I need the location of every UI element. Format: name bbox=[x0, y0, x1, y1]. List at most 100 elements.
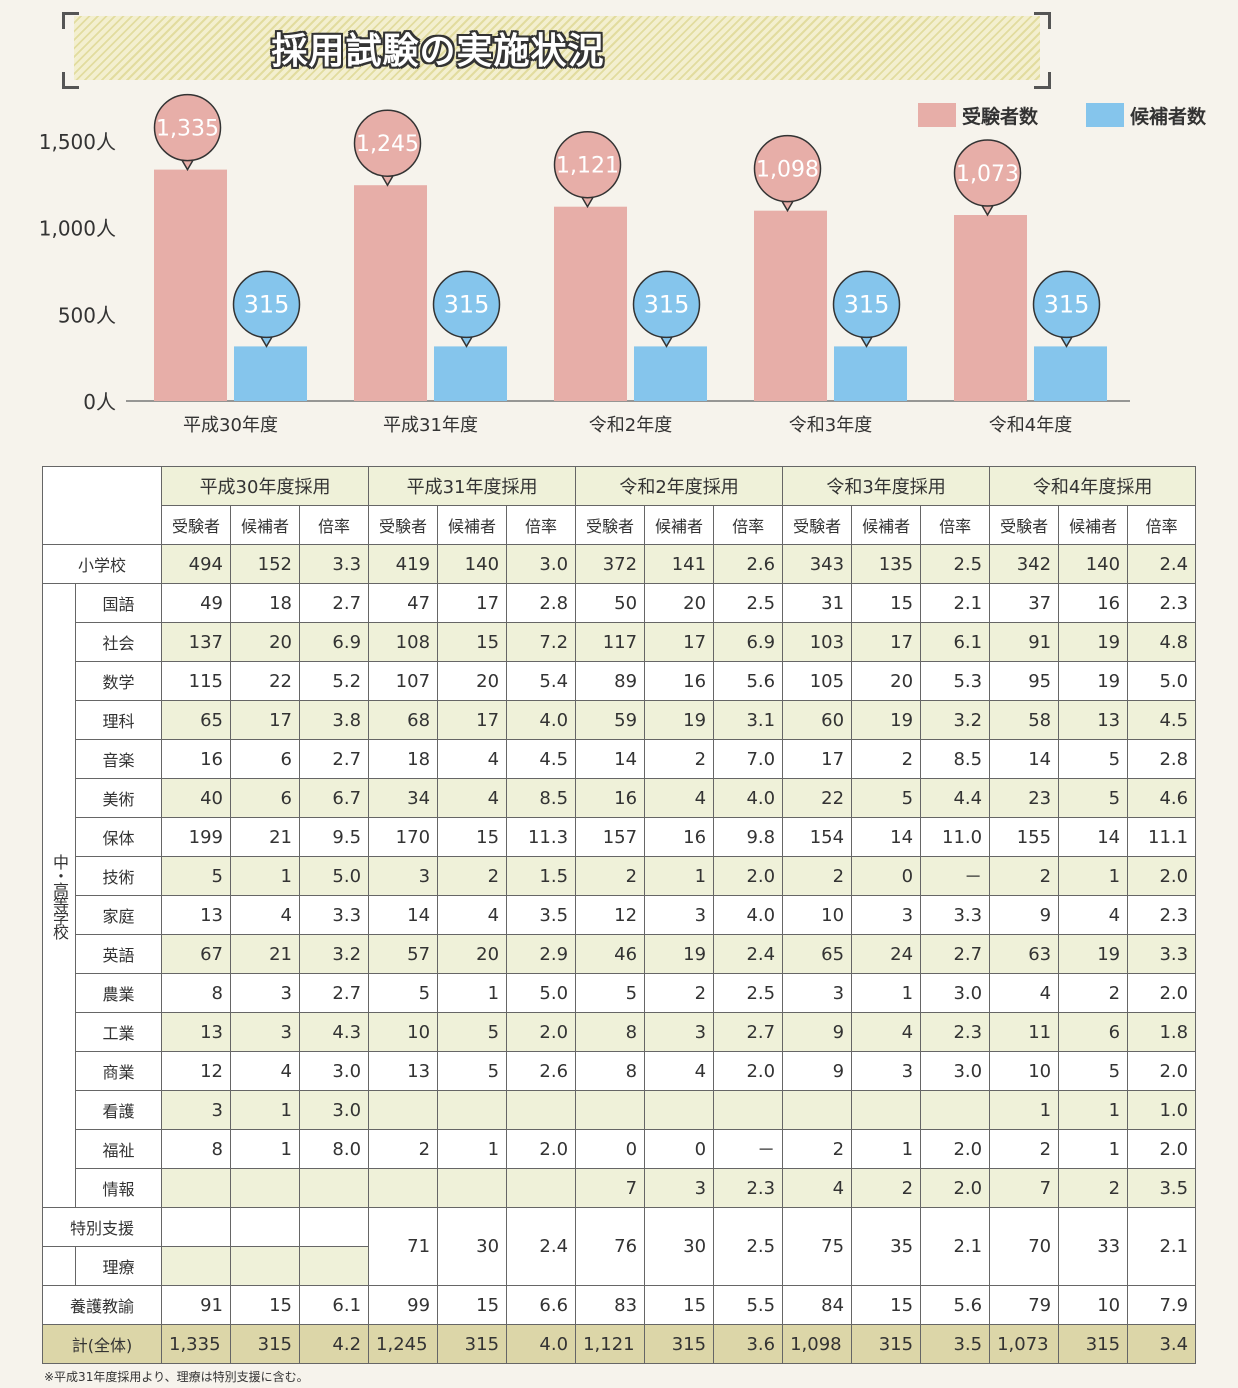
bar-candidates bbox=[634, 346, 707, 401]
table-cell: 2.0 bbox=[506, 1129, 577, 1169]
table-cell: 70 bbox=[989, 1207, 1060, 1286]
table-cell: 8 bbox=[575, 1012, 646, 1052]
header-subcol: 受験者 bbox=[368, 505, 439, 545]
table-cell: 315 bbox=[851, 1324, 922, 1364]
table-cell: 12 bbox=[575, 895, 646, 935]
table-cell: 2.5 bbox=[713, 583, 784, 623]
table-cell: 170 bbox=[368, 817, 439, 857]
table-cell: 6 bbox=[230, 739, 300, 779]
table-cell: 105 bbox=[782, 661, 853, 701]
header-row-years: 平成30年度採用 平成31年度採用 令和2年度採用 令和3年度採用 令和4年度採用 bbox=[42, 466, 1197, 545]
table-cell: 2.6 bbox=[713, 544, 784, 584]
table-cell: 6 bbox=[1058, 1012, 1129, 1052]
table-cell: 108 bbox=[368, 622, 439, 662]
table-cell: 10 bbox=[782, 895, 853, 935]
corner-bracket bbox=[62, 12, 79, 29]
table-cell: 49 bbox=[161, 583, 231, 623]
table-cell: 9.8 bbox=[713, 817, 784, 857]
table-cell: 1 bbox=[437, 1129, 508, 1169]
table-cell bbox=[230, 1246, 300, 1286]
header-corner bbox=[42, 466, 162, 545]
table-cell: 13 bbox=[161, 1012, 231, 1052]
table-cell: 372 bbox=[575, 544, 646, 584]
data-label: 315 bbox=[844, 290, 890, 318]
row-label: 数学 bbox=[75, 661, 162, 701]
table-cell: 50 bbox=[575, 583, 646, 623]
table-cell: 5 bbox=[437, 1051, 508, 1091]
table-cell: 315 bbox=[1058, 1324, 1129, 1364]
table-cell: 15 bbox=[437, 622, 508, 662]
table-cell bbox=[230, 1207, 300, 1247]
table-cell: 15 bbox=[437, 817, 508, 857]
table-row: 中・高等学校 国語 49 18 2.7 47 17 2.8 50 20 2.5 31 15 2.1 37 16… bbox=[42, 583, 1197, 1208]
data-label-bubble bbox=[953, 139, 1022, 207]
table-cell: 315 bbox=[230, 1324, 300, 1364]
table-cell: 1.0 bbox=[1127, 1090, 1197, 1130]
table-cell: 14 bbox=[368, 895, 439, 935]
table-cell: 4.0 bbox=[713, 895, 784, 935]
table-cell: 17 bbox=[230, 700, 300, 740]
table-cell: 1,245 bbox=[368, 1324, 439, 1364]
table-cell: 19 bbox=[644, 700, 715, 740]
table-cell: 21 bbox=[230, 817, 300, 857]
table-cell: 140 bbox=[1058, 544, 1129, 584]
table-cell: 15 bbox=[230, 1285, 300, 1325]
table-cell: 1,121 bbox=[575, 1324, 646, 1364]
table-cell: 315 bbox=[437, 1324, 508, 1364]
table-cell: 9 bbox=[989, 895, 1060, 935]
legend-swatch bbox=[1086, 103, 1124, 127]
table-cell: 2 bbox=[782, 856, 853, 896]
header-subcol: 倍率 bbox=[713, 505, 784, 545]
table-cell: 5 bbox=[851, 778, 922, 818]
table-cell: 3.6 bbox=[713, 1324, 784, 1364]
table-cell: 37 bbox=[989, 583, 1060, 623]
table-cell bbox=[713, 1090, 784, 1130]
table-row: 養護教諭 91 15 6.1 99 15 6.6 83 15 5.5 84 15 5.6 79 10 7.9 bbox=[42, 1285, 1197, 1325]
page-title: 採用試験の実施状況 bbox=[271, 31, 605, 72]
header-subcol: 倍率 bbox=[1127, 505, 1197, 545]
table-cell: 24 bbox=[851, 934, 922, 974]
table-cell: 2.5 bbox=[713, 973, 784, 1013]
table-cell: 7 bbox=[575, 1168, 646, 1208]
header-subcol: 倍率 bbox=[920, 505, 991, 545]
table-cell: 115 bbox=[161, 661, 231, 701]
header-year: 令和4年度採用 bbox=[989, 466, 1197, 506]
corner-bracket bbox=[1034, 12, 1051, 29]
table-row: 看護 3 1 3.0 1 1 1.0 bbox=[43, 1090, 1197, 1130]
table-cell: 4.3 bbox=[298, 1012, 370, 1052]
table-cell: 1.8 bbox=[1127, 1012, 1197, 1052]
table-cell: 3.5 bbox=[920, 1324, 991, 1364]
table-cell: 17 bbox=[437, 700, 508, 740]
bar-examinees bbox=[554, 206, 627, 401]
table-cell: 20 bbox=[851, 661, 922, 701]
header-subcol: 倍率 bbox=[298, 505, 370, 545]
table-cell: 1,073 bbox=[989, 1324, 1060, 1364]
table-cell: 57 bbox=[368, 934, 439, 974]
header-subcol: 候補者 bbox=[1058, 505, 1129, 545]
table-cell: 6.9 bbox=[713, 622, 784, 662]
table-cell: 155 bbox=[989, 817, 1060, 857]
table-cell: 0 bbox=[851, 856, 922, 896]
table-cell: 15 bbox=[437, 1285, 508, 1325]
table-cell: 14 bbox=[1058, 817, 1129, 857]
table-row: 商業 12 4 3.0 13 5 2.6 8 4 2.0 9 3 3.0 10 5 2.0 bbox=[43, 1051, 1197, 1091]
data-label-bubble bbox=[832, 270, 901, 339]
table-cell: 3.5 bbox=[1127, 1168, 1197, 1208]
corner-bracket bbox=[1034, 72, 1051, 89]
table-cell: 14 bbox=[989, 739, 1060, 779]
legend-swatch bbox=[918, 103, 956, 127]
y-tick-label: 1,500人 bbox=[39, 130, 116, 154]
table-cell bbox=[920, 1090, 991, 1130]
y-tick-label: 1,000人 bbox=[39, 217, 116, 241]
table-cell: 4.0 bbox=[506, 1324, 577, 1364]
data-label: 1,073 bbox=[956, 162, 1019, 187]
table-cell: 3 bbox=[368, 856, 439, 896]
table-cell: 2.0 bbox=[920, 1168, 991, 1208]
table-cell: 4 bbox=[230, 895, 300, 935]
table-cell: 4 bbox=[1058, 895, 1129, 935]
table-cell: 117 bbox=[575, 622, 646, 662]
table-cell: 2.7 bbox=[920, 934, 991, 974]
table-cell: 2.9 bbox=[506, 934, 577, 974]
table-cell: 7.2 bbox=[506, 622, 577, 662]
table-cell: 2.7 bbox=[298, 739, 370, 779]
